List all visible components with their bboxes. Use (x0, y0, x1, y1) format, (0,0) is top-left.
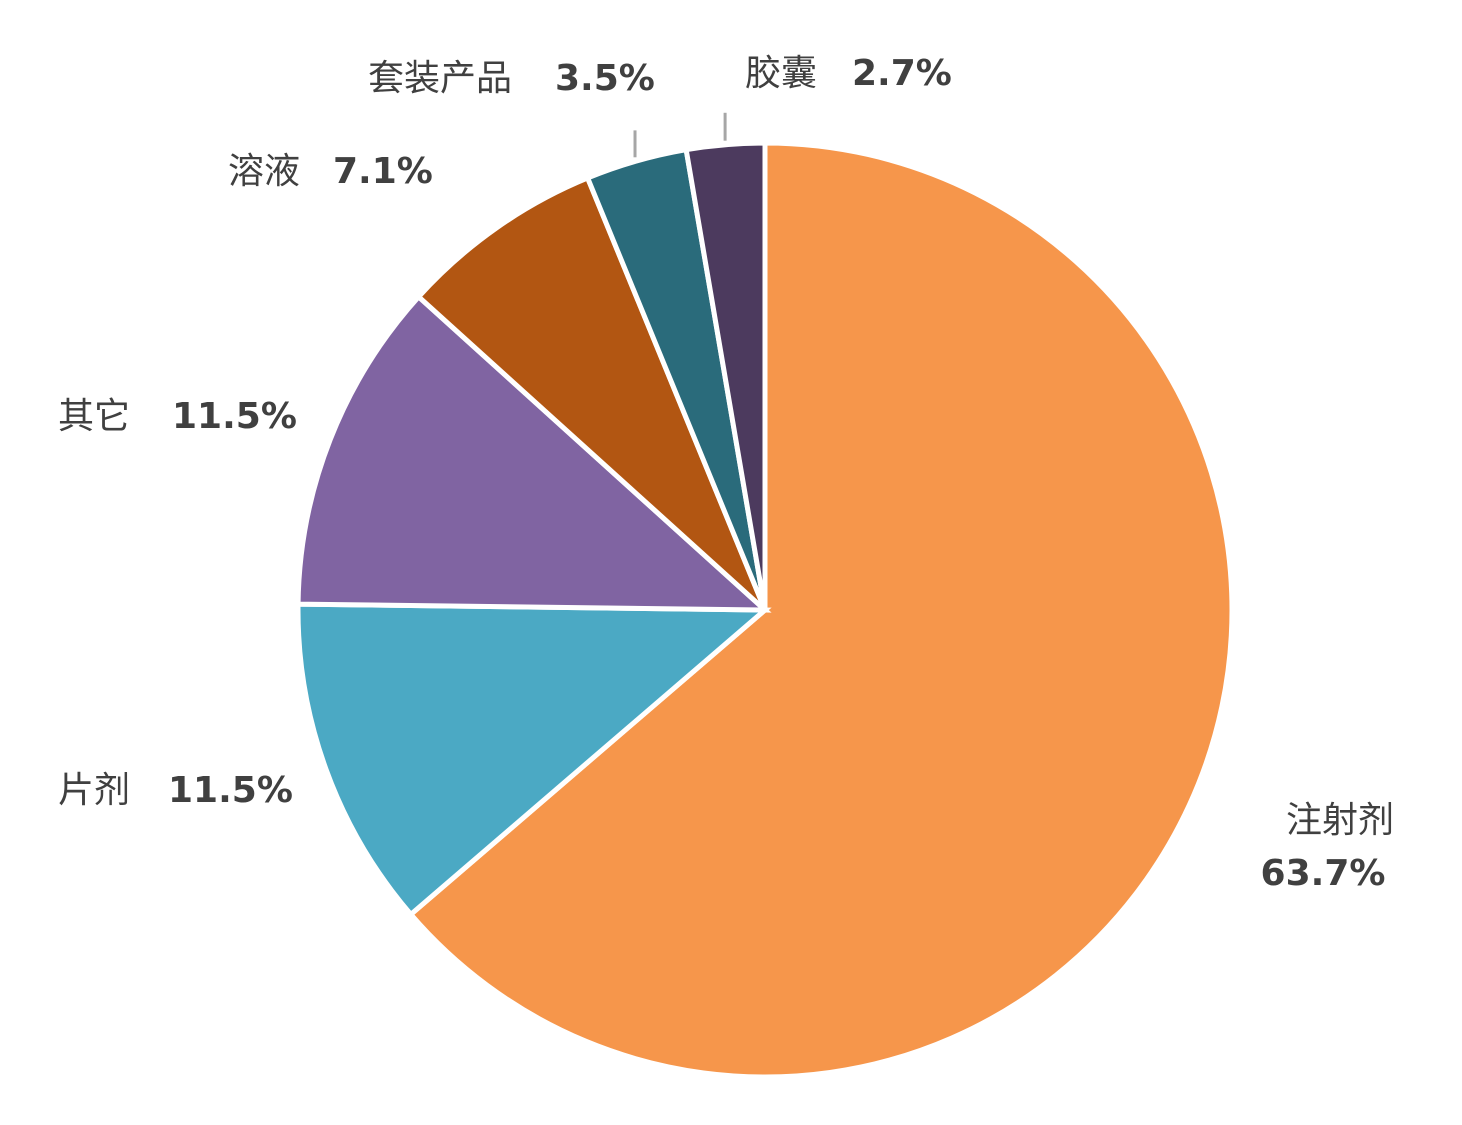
pie-slice (295, 601, 772, 918)
value-label: 11.5% (168, 770, 293, 811)
slice-label: 套装产品 (368, 58, 512, 99)
value-label: 3.5% (555, 58, 655, 99)
value-label: 7.1% (333, 151, 433, 192)
slice-label: 注射剂 (1286, 800, 1394, 841)
slice-label: 胶囊 (745, 53, 817, 94)
slice-label: 溶液 (228, 151, 300, 192)
pie-slice (295, 293, 772, 613)
value-label: 63.7% (1261, 853, 1386, 894)
slice-label: 片剂 (58, 770, 130, 811)
pie-slice (407, 140, 1235, 1080)
pie-slice (683, 140, 768, 611)
pie-slice (415, 174, 768, 612)
value-label: 11.5% (172, 396, 297, 437)
slice-label: 其它 (58, 396, 130, 437)
value-label: 2.7% (852, 53, 952, 94)
